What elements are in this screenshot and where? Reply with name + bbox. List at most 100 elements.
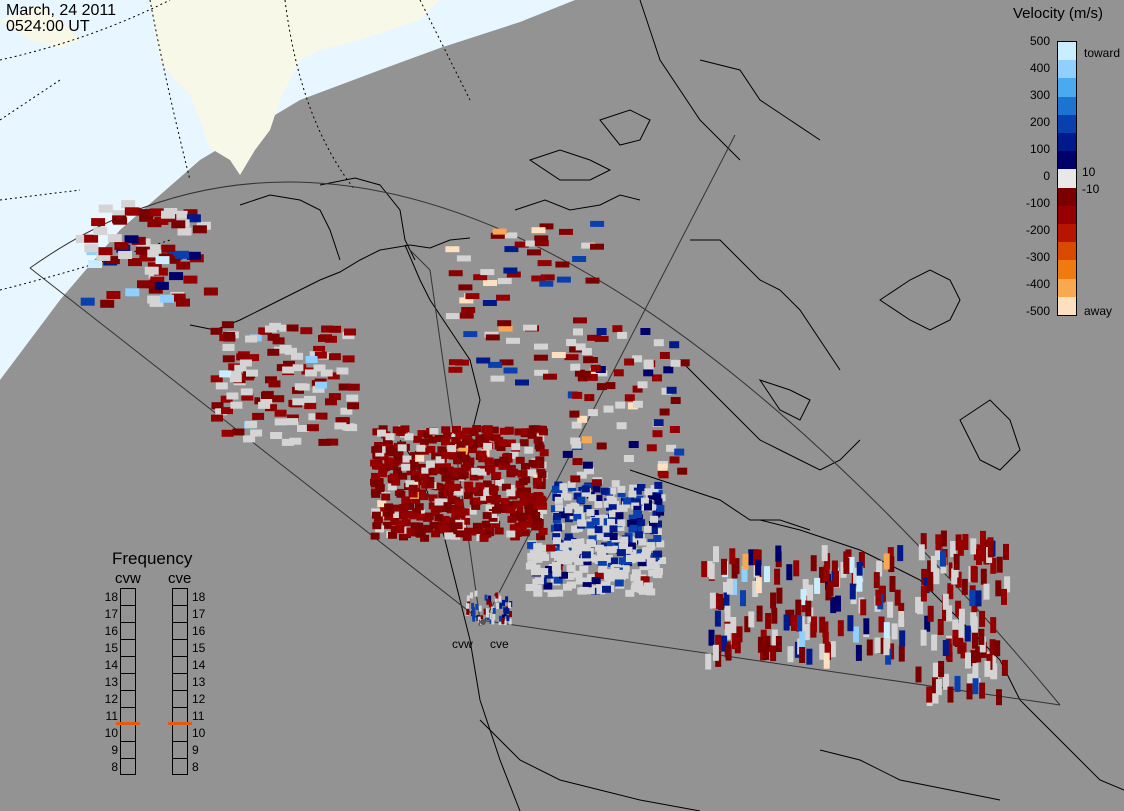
echo-cell (504, 246, 519, 253)
echo-cell (943, 673, 949, 690)
echo-cell (677, 467, 688, 475)
velocity-bar-segment (1058, 260, 1076, 280)
echo-cell (647, 492, 656, 500)
echo-cell (640, 328, 651, 335)
echo-cell (485, 608, 489, 615)
echo-cell (424, 512, 434, 520)
echo-cell (617, 331, 628, 339)
frequency-cell-divider (120, 690, 136, 691)
echo-cell (161, 244, 176, 253)
echo-cell (565, 572, 575, 580)
echo-cell (423, 431, 433, 439)
echo-cell (438, 491, 448, 499)
echo-cell (524, 513, 534, 521)
echo-cell (340, 407, 353, 415)
echo-cell (326, 438, 339, 446)
echo-cell (616, 523, 625, 531)
echo-cell (635, 531, 644, 539)
echo-cell (531, 523, 541, 531)
echo-cell (473, 497, 483, 505)
echo-cell (659, 352, 670, 359)
echo-cell (932, 687, 939, 704)
echo-cell (942, 604, 948, 621)
echo-cell (652, 430, 663, 438)
echo-cell (620, 565, 630, 573)
echo-cell (636, 554, 646, 562)
echo-cell (371, 490, 381, 498)
echo-cell (171, 293, 186, 302)
echo-cell (539, 568, 549, 576)
echo-cell (258, 401, 271, 409)
echo-cell (629, 524, 638, 532)
echo-cell (222, 344, 235, 351)
echo-cell (645, 562, 655, 570)
echo-cell (497, 439, 507, 447)
echo-cell (954, 675, 961, 692)
echo-cell (521, 428, 531, 436)
echo-cell (518, 470, 528, 478)
echo-cell (617, 485, 626, 493)
echo-cell (492, 228, 507, 235)
echo-cell (853, 567, 860, 584)
echo-cell (334, 422, 347, 430)
echo-cell (503, 232, 518, 239)
echo-cell (135, 246, 150, 255)
echo-cell (320, 334, 332, 342)
echo-cell (303, 395, 316, 403)
echo-cell (528, 459, 538, 467)
echo-cell (451, 483, 461, 491)
echo-cell (147, 249, 162, 258)
echo-cell (131, 236, 146, 245)
frequency-cell-divider (120, 656, 136, 657)
echo-cell (501, 614, 505, 621)
echo-cell (763, 643, 769, 660)
echo-cell (539, 449, 549, 457)
echo-cell (112, 215, 127, 224)
echo-cell (666, 444, 677, 452)
date-label: March, 24 2011 (6, 2, 116, 19)
echo-cell (942, 593, 949, 610)
echo-cell (414, 451, 424, 458)
echo-cell (643, 525, 652, 533)
echo-cell (406, 468, 416, 476)
echo-cell (705, 653, 712, 670)
echo-cell (564, 506, 573, 514)
echo-cell (413, 435, 423, 443)
echo-cell (346, 394, 359, 402)
echo-cell (509, 468, 519, 476)
echo-cell (264, 325, 277, 333)
echo-cell (624, 394, 635, 402)
echo-cell (114, 242, 129, 251)
velocity-bar-segment (1058, 114, 1076, 134)
echo-cell (491, 494, 501, 502)
echo-cell (458, 284, 473, 291)
echo-cell (564, 533, 573, 541)
echo-cell (222, 355, 235, 363)
echo-cell (489, 617, 493, 624)
echo-cell (822, 621, 829, 638)
echo-cell (958, 623, 965, 640)
echo-cell (848, 556, 855, 573)
echo-cell (492, 472, 502, 480)
echo-cell (637, 484, 646, 491)
echo-cell (564, 354, 579, 361)
velocity-bar-segment (1058, 187, 1076, 207)
echo-cell (88, 260, 102, 268)
echo-cell (390, 518, 400, 525)
velocity-bar-segment (1058, 151, 1076, 170)
echo-cell (521, 462, 530, 470)
echo-cell (856, 575, 863, 592)
echo-cell (223, 332, 236, 339)
echo-cell (448, 527, 458, 535)
echo-cell (514, 501, 524, 509)
echo-cell (389, 449, 399, 457)
echo-cell (543, 373, 557, 380)
velocity-scale-label: 200 (1029, 115, 1050, 129)
echo-cell (654, 520, 662, 528)
echo-cell (897, 545, 904, 562)
scatter-cells (75, 200, 1011, 706)
frequency-cell-divider (120, 639, 136, 640)
echo-cell (863, 618, 870, 635)
echo-cell (488, 601, 492, 608)
echo-cell (461, 307, 476, 313)
